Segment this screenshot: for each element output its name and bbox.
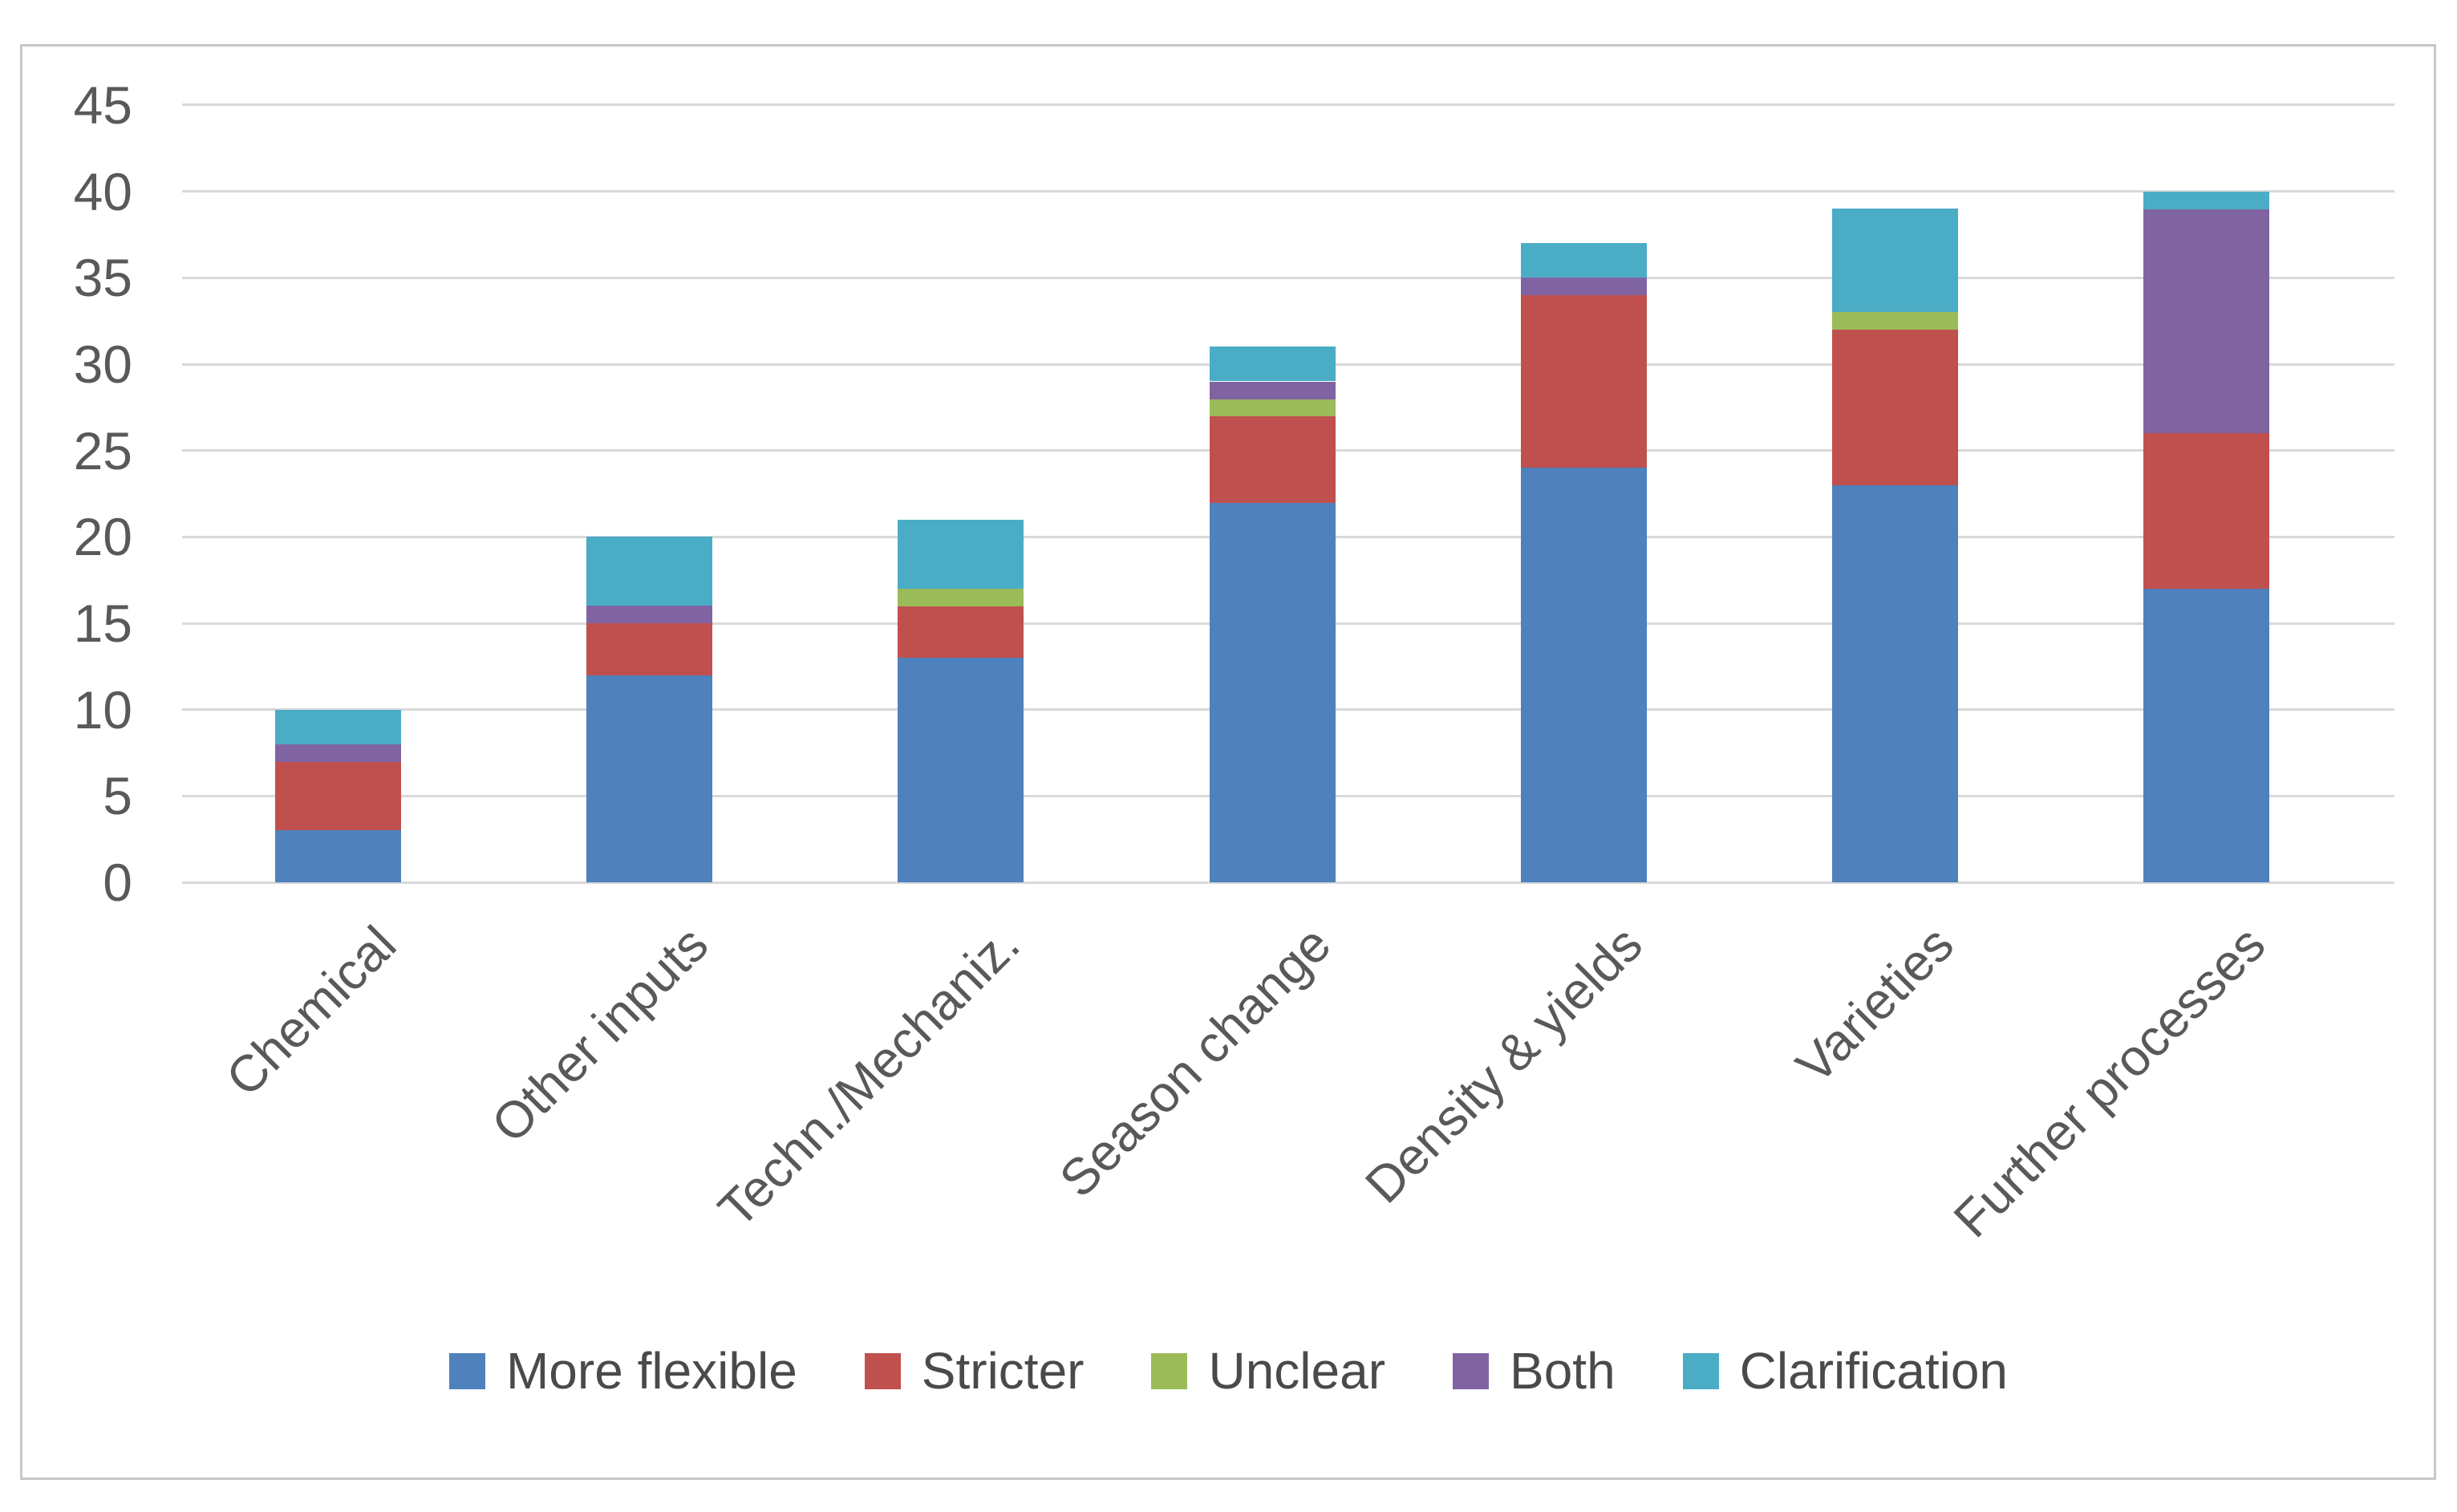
chart-border: [20, 44, 2436, 1480]
gridline: [182, 103, 2394, 106]
bar-segment-both: [586, 606, 712, 623]
bar-segment-stricter: [1521, 295, 1647, 468]
y-axis-tick-label: 0: [103, 853, 132, 912]
bar-segment-both: [2143, 209, 2269, 433]
bar-segment-both: [1210, 382, 1336, 399]
y-axis-tick-label: 35: [73, 248, 132, 307]
legend-swatch-icon: [864, 1352, 901, 1389]
bar-segment-more-flexible: [1832, 485, 1958, 882]
legend-item-more-flexible: More flexible: [448, 1341, 797, 1401]
legend-item-stricter: Stricter: [864, 1341, 1085, 1401]
bar-segment-clarification: [2143, 192, 2269, 209]
bar-segment-clarification: [898, 520, 1024, 589]
y-axis-tick-label: 20: [73, 507, 132, 566]
y-axis-tick-label: 45: [73, 75, 132, 135]
y-axis-tick-label: 5: [103, 766, 132, 825]
bar-segment-stricter: [586, 623, 712, 675]
legend-item-clarification: Clarification: [1682, 1341, 2009, 1401]
bar-segment-stricter: [2143, 433, 2269, 589]
gridline: [182, 190, 2394, 193]
bar-segment-clarification: [1832, 209, 1958, 312]
legend-swatch-icon: [448, 1352, 485, 1389]
legend-item-unclear: Unclear: [1151, 1341, 1385, 1401]
bar-segment-clarification: [1521, 243, 1647, 278]
bar-segment-more-flexible: [275, 830, 401, 882]
bar-segment-clarification: [586, 537, 712, 606]
y-axis-tick-label: 25: [73, 421, 132, 480]
y-axis-tick-label: 15: [73, 594, 132, 653]
bar-segment-more-flexible: [586, 675, 712, 882]
bar-segment-more-flexible: [2143, 589, 2269, 882]
y-axis-tick-label: 40: [73, 162, 132, 221]
legend-item-both: Both: [1453, 1341, 1616, 1401]
bar-segment-clarification: [1210, 347, 1336, 381]
gridline: [182, 277, 2394, 279]
bar-segment-stricter: [1832, 330, 1958, 485]
legend-label: Stricter: [921, 1342, 1085, 1400]
legend-swatch-icon: [1453, 1352, 1490, 1389]
legend-swatch-icon: [1151, 1352, 1188, 1389]
bar-segment-both: [275, 744, 401, 762]
bar-segment-more-flexible: [1210, 502, 1336, 882]
bar-segment-stricter: [275, 761, 401, 830]
bar-segment-unclear: [898, 589, 1024, 606]
legend-label: Unclear: [1208, 1342, 1386, 1400]
bar-segment-unclear: [1210, 399, 1336, 416]
bar-segment-stricter: [1210, 416, 1336, 503]
bar-segment-more-flexible: [1521, 468, 1647, 882]
y-axis-tick-label: 10: [73, 680, 132, 740]
legend: More flexible Stricter Unclear Both Clarific…: [0, 1341, 2457, 1401]
y-axis-tick-label: 30: [73, 334, 132, 394]
gridline: [182, 882, 2394, 884]
bar-segment-more-flexible: [898, 658, 1024, 882]
legend-label: Clarification: [1739, 1342, 2009, 1400]
bar-segment-clarification: [275, 710, 401, 744]
bar-segment-unclear: [1832, 312, 1958, 330]
legend-label: More flexible: [505, 1342, 797, 1400]
bar-segment-both: [1521, 278, 1647, 295]
bar-segment-stricter: [898, 606, 1024, 658]
legend-label: Both: [1510, 1342, 1616, 1400]
legend-swatch-icon: [1682, 1352, 1719, 1389]
